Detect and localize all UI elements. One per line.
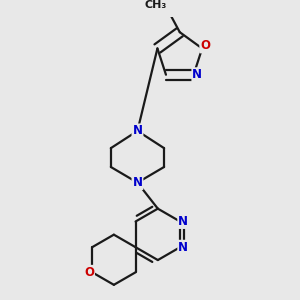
Text: N: N: [178, 215, 188, 228]
Text: CH₃: CH₃: [145, 0, 167, 10]
Text: N: N: [133, 176, 142, 189]
Text: N: N: [133, 124, 142, 137]
Text: N: N: [178, 241, 188, 254]
Text: O: O: [200, 39, 210, 52]
Text: N: N: [192, 68, 203, 81]
Text: O: O: [84, 266, 94, 279]
